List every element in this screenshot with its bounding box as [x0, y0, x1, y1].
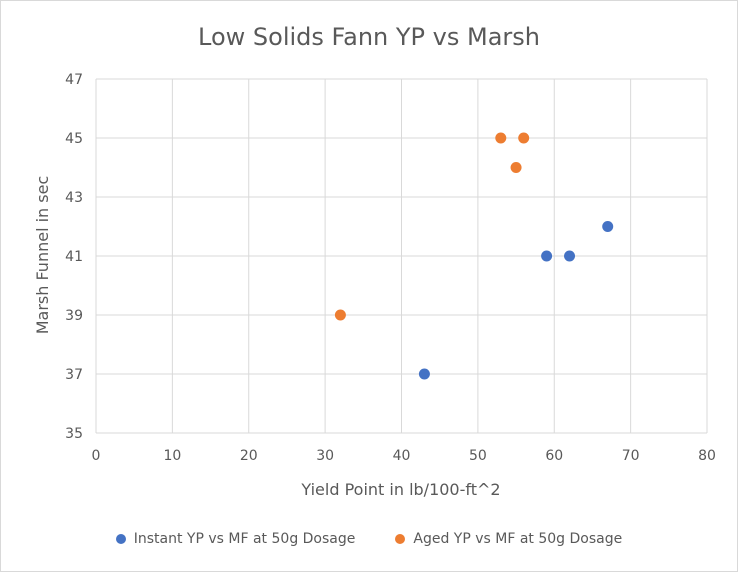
- x-tick-label: 50: [469, 448, 487, 464]
- y-tick-label: 39: [65, 308, 83, 324]
- y-tick-label: 45: [65, 131, 83, 147]
- x-tick-label: 80: [698, 448, 716, 464]
- data-points: [334, 132, 614, 380]
- x-tick-label: 60: [545, 448, 563, 464]
- aged-data-point: [495, 132, 507, 144]
- grid-lines: [95, 78, 708, 434]
- instant-data-point: [602, 221, 614, 232]
- y-tick-label: 35: [65, 426, 83, 442]
- chart-title: Low Solids Fann YP vs Marsh: [198, 23, 540, 51]
- legend-label-aged: Aged YP vs MF at 50g Dosage: [413, 531, 623, 547]
- legend-marker-instant: [115, 534, 126, 544]
- instant-data-point: [418, 368, 430, 380]
- y-tick-label: 41: [65, 249, 83, 265]
- instant-data-point: [541, 250, 553, 262]
- legend-marker-aged: [395, 534, 406, 544]
- x-tick-label: 10: [163, 448, 181, 464]
- x-axis-label: Yield Point in lb/100-ft^2: [300, 480, 500, 499]
- x-tick-label: 20: [240, 448, 258, 464]
- y-tick-label: 43: [65, 190, 83, 206]
- aged-data-point: [510, 162, 522, 173]
- x-tick-label: 30: [316, 448, 334, 464]
- tick-labels: 0 10 20 30 40 50 60 70 80 35 37 39 41 43 45 47: [65, 72, 716, 464]
- y-tick-label: 37: [65, 367, 83, 383]
- aged-data-point: [518, 132, 530, 144]
- x-tick-label: 0: [92, 448, 101, 464]
- aged-data-point: [334, 309, 346, 321]
- scatter-chart: Low Solids Fann YP vs Marsh Yield Point …: [33, 23, 716, 499]
- x-tick-label: 70: [622, 448, 640, 464]
- y-tick-label: 47: [65, 72, 83, 88]
- legend-label-instant: Instant YP vs MF at 50g Dosage: [133, 531, 356, 547]
- legend-item-instant: Instant YP vs MF at 50g Dosage: [115, 531, 356, 547]
- legend: Instant YP vs MF at 50g Dosage Aged YP v…: [1, 531, 737, 547]
- x-tick-label: 40: [393, 448, 411, 464]
- y-axis-label: Marsh Funnel in sec: [33, 176, 52, 335]
- legend-item-aged: Aged YP vs MF at 50g Dosage: [395, 531, 622, 547]
- instant-data-point: [564, 250, 576, 262]
